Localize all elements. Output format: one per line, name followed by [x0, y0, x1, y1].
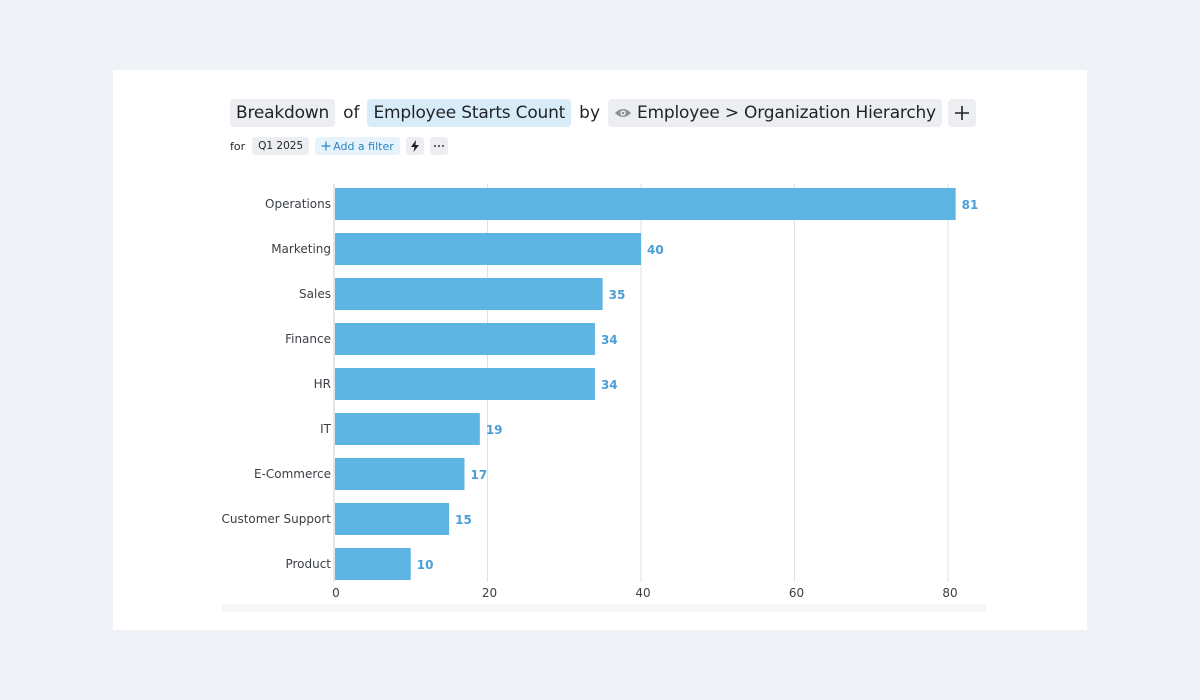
more-icon — [433, 144, 444, 148]
bar-it — [335, 413, 480, 445]
value-label-marketing: 40 — [647, 243, 664, 257]
value-label-hr: 34 — [601, 378, 618, 392]
of-word: of — [343, 103, 360, 123]
bar-customer-support — [335, 503, 450, 535]
bar-operations — [335, 188, 956, 220]
add-filter-plus-icon — [321, 141, 331, 151]
chart-type-chip[interactable]: Breakdown — [230, 99, 336, 127]
eye-icon — [615, 109, 632, 117]
more-options-button[interactable] — [429, 137, 448, 155]
x-tick-label-60: 60 — [789, 586, 804, 600]
lightning-icon — [410, 140, 419, 152]
category-label-sales: Sales — [299, 287, 331, 301]
bar-product — [335, 548, 411, 580]
category-label-marketing: Marketing — [271, 242, 331, 256]
value-label-customer-support: 15 — [455, 513, 472, 527]
filter-row: for Q1 2025 Add a filter — [230, 136, 448, 156]
x-tick-label-80: 80 — [942, 586, 957, 600]
category-label-e-commerce: E-Commerce — [254, 467, 331, 481]
x-tick-label-40: 40 — [635, 586, 650, 600]
add-filter-label: Add a filter — [333, 139, 394, 153]
period-filter-chip[interactable]: Q1 2025 — [252, 137, 310, 155]
bar-marketing — [335, 233, 641, 265]
by-word: by — [579, 103, 601, 123]
bar-hr — [335, 368, 595, 400]
add-dimension-button[interactable] — [947, 99, 976, 127]
for-label: for — [230, 139, 246, 153]
chart-footer-band — [222, 604, 986, 612]
add-filter-button[interactable]: Add a filter — [315, 137, 400, 155]
value-label-operations: 81 — [962, 198, 979, 212]
category-label-operations: Operations — [265, 197, 331, 211]
category-label-customer-support: Customer Support — [221, 512, 331, 526]
category-label-it: IT — [320, 422, 332, 436]
value-label-sales: 35 — [609, 288, 626, 302]
lightning-button[interactable] — [405, 137, 424, 155]
bar-sales — [335, 278, 603, 310]
bar-e-commerce — [335, 458, 465, 490]
value-label-it: 19 — [486, 423, 503, 437]
x-tick-label-0: 0 — [332, 586, 340, 600]
x-tick-label-20: 20 — [482, 586, 497, 600]
value-label-finance: 34 — [601, 333, 618, 347]
category-label-finance: Finance — [285, 332, 331, 346]
chart-card: Breakdown of Employee Starts Count by Em… — [113, 70, 1087, 630]
dimension-chip[interactable]: Employee > Organization Hierarchy — [608, 99, 942, 127]
plus-icon — [954, 106, 969, 120]
query-title: Breakdown of Employee Starts Count by Em… — [230, 98, 976, 128]
value-label-product: 10 — [417, 558, 434, 572]
category-label-hr: HR — [314, 377, 331, 391]
value-label-e-commerce: 17 — [470, 468, 487, 482]
bar-finance — [335, 323, 595, 355]
category-label-product: Product — [285, 557, 331, 571]
dimension-label: Employee > Organization Hierarchy — [637, 103, 936, 123]
measure-chip[interactable]: Employee Starts Count — [367, 99, 572, 127]
